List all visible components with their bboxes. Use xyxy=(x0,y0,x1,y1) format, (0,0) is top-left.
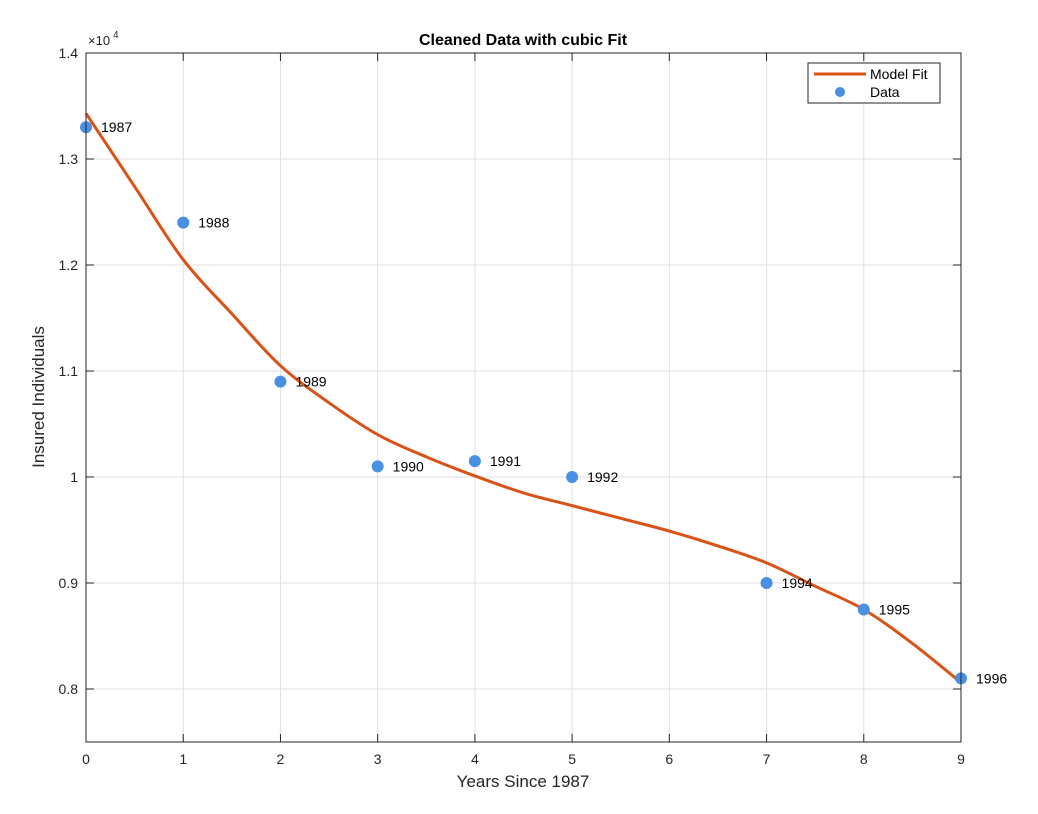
data-point xyxy=(371,460,384,473)
data-point-label: 1988 xyxy=(198,215,229,231)
legend-label-data: Data xyxy=(870,84,900,100)
y-exponent-base: ×10 xyxy=(88,33,110,48)
x-tick-label: 2 xyxy=(277,751,285,767)
data-point-labels: 1987 1988 1989 1990 1991 1992 1994 1995 1996 xyxy=(101,119,1007,686)
y-tick-label: 1 xyxy=(70,469,78,485)
x-tick-label: 1 xyxy=(179,751,187,767)
y-tick-label: 1.2 xyxy=(59,257,79,273)
y-tick-label: 0.8 xyxy=(59,681,79,697)
data-point xyxy=(177,216,190,229)
data-point xyxy=(566,471,579,483)
data-point-label: 1995 xyxy=(879,602,910,618)
x-tick-label: 9 xyxy=(957,751,965,767)
data-point-label: 1994 xyxy=(782,575,813,591)
data-point xyxy=(760,577,773,589)
x-tick-label: 6 xyxy=(665,751,673,767)
y-tick-label: 1.1 xyxy=(59,363,79,379)
x-tick-label: 0 xyxy=(82,751,90,767)
legend: Model Fit Data xyxy=(807,62,941,104)
x-tick-label: 7 xyxy=(763,751,771,767)
fit-line xyxy=(84,112,962,684)
x-tick-label: 5 xyxy=(568,751,576,767)
x-tick-label: 4 xyxy=(471,751,479,767)
plot-area xyxy=(86,53,961,742)
y-tick-labels: 0.8 0.9 1 1.1 1.2 1.3 1.4 xyxy=(59,45,79,697)
data-point xyxy=(857,603,870,616)
chart-title: Cleaned Data with cubic Fit xyxy=(419,32,628,49)
x-tick-labels: 0 1 2 3 4 5 6 7 8 9 xyxy=(82,751,965,767)
data-point-label: 1990 xyxy=(393,458,424,474)
y-tick-label: 1.3 xyxy=(59,151,79,167)
data-point-label: 1989 xyxy=(295,374,326,390)
y-exponent-label: ×10 4 xyxy=(88,30,119,48)
data-point-label: 1991 xyxy=(490,453,521,469)
legend-label-fit: Model Fit xyxy=(870,66,928,82)
data-point xyxy=(468,455,481,468)
y-tick-label: 1.4 xyxy=(59,45,79,61)
legend-marker-swatch xyxy=(835,87,845,97)
x-tick-label: 3 xyxy=(374,751,382,767)
y-exponent-power: 4 xyxy=(113,30,119,41)
x-axis-label: Years Since 1987 xyxy=(457,772,590,791)
y-axis-label: Insured Individuals xyxy=(29,326,48,468)
data-point-label: 1996 xyxy=(976,670,1007,686)
axes-frame xyxy=(85,52,962,743)
y-tick-label: 0.9 xyxy=(59,575,79,591)
data-point xyxy=(274,375,287,388)
x-tick-label: 8 xyxy=(860,751,868,767)
data-point-label: 1987 xyxy=(101,119,132,135)
legend-box xyxy=(807,62,941,104)
data-point-label: 1992 xyxy=(587,469,618,485)
